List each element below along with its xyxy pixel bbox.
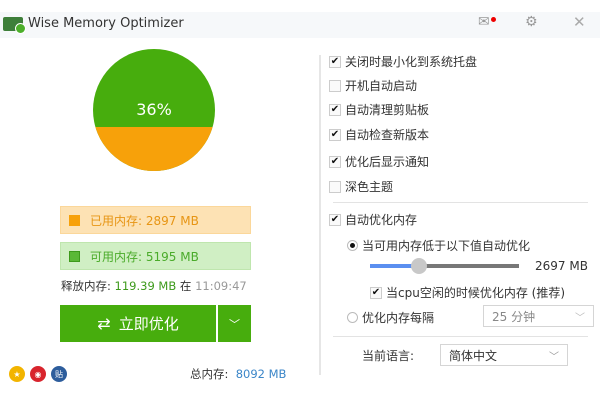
notification-dot [491,17,496,22]
cpu-idle-label: 当cpu空闲的时候优化内存 (推荐) [386,286,565,300]
app-logo-icon [3,17,26,34]
setting-label: 自动检查新版本 [345,128,430,142]
release-label: 释放内存: [61,279,111,293]
total-memory: 总内存: 8092 MB [190,366,286,382]
used-memory-legend: 已用内存: 2897 MB [60,206,251,234]
setting-checkbox-3[interactable]: ✔ 自动检查新版本 [329,126,429,143]
setting-label: 关闭时最小化到系统托盘 [345,55,478,69]
slider-fill [370,264,420,268]
setting-checkbox-5[interactable]: 深色主题 [329,178,393,195]
release-at: 在 [179,279,192,293]
language-label: 当前语言: [362,349,415,363]
interval-value: 25 分钟 [492,309,536,324]
panel-divider [319,55,321,375]
shuffle-icon: ⇄ [97,314,111,333]
threshold-radio[interactable]: 当可用内存低于以下值自动优化 [347,237,530,254]
interval-select[interactable]: 25 分钟 ﹀ [483,305,594,327]
interval-radio-label: 优化内存每隔 [362,311,435,325]
total-label: 总内存: [190,367,229,381]
title-bar [0,12,600,38]
checkbox[interactable]: ✔ [329,55,341,68]
checkbox[interactable]: ✔ [370,286,382,299]
free-swatch [69,250,80,262]
app-title: Wise Memory Optimizer [28,16,184,31]
auto-optimize-label: 自动优化内存 [345,213,418,227]
used-fill [93,127,215,171]
setting-label: 自动清理剪贴板 [345,103,430,117]
radio[interactable] [347,312,358,323]
divider [333,336,588,337]
checkbox[interactable]: ✔ [329,155,341,168]
gear-icon[interactable]: ⚙ [525,14,538,30]
setting-checkbox-2[interactable]: ✔ 自动清理剪贴板 [329,101,429,118]
chevron-down-icon: ﹀ [575,312,585,324]
setting-label: 优化后显示通知 [345,155,430,169]
language-value: 简体中文 [449,348,498,363]
setting-checkbox-0[interactable]: ✔ 关闭时最小化到系统托盘 [329,53,477,70]
gauge-percent: 36% [136,100,172,119]
release-amount: 119.39 MB [114,279,177,293]
checkbox[interactable]: ✔ [329,213,341,226]
close-icon[interactable]: ✕ [573,13,586,31]
checkbox[interactable]: ✔ [329,128,341,141]
checkbox[interactable]: ✔ [329,103,341,116]
radio[interactable] [347,240,358,251]
tieba-icon[interactable]: 贴 [51,366,67,382]
chevron-down-icon: ﹀ [229,317,240,331]
divider [333,202,588,203]
optimize-now-button[interactable]: ⇄ 立即优化 [60,305,216,342]
threshold-value: 2697 MB [535,259,588,273]
used-memory-text: 已用内存: 2897 MB [90,213,199,228]
checkbox[interactable] [329,180,341,193]
used-swatch [69,214,80,226]
setting-checkbox-1[interactable]: 开机自动启动 [329,77,417,94]
checkbox[interactable] [329,79,341,92]
chevron-down-icon: ﹀ [549,351,559,363]
cpu-idle-checkbox[interactable]: ✔ 当cpu空闲的时候优化内存 (推荐) [370,284,565,301]
release-time: 11:09:47 [195,279,247,293]
free-memory-text: 可用内存: 5195 MB [90,249,199,264]
mail-icon[interactable]: ✉ [478,14,490,30]
threshold-radio-label: 当可用内存低于以下值自动优化 [362,239,531,253]
slider-thumb[interactable] [411,258,428,274]
weibo-icon[interactable]: ◉ [30,366,46,382]
threshold-slider[interactable] [370,264,519,268]
memory-gauge [93,49,215,171]
setting-label: 深色主题 [345,180,394,194]
interval-radio[interactable]: 优化内存每隔 [347,309,434,326]
language-select[interactable]: 简体中文 ﹀ [440,344,568,366]
release-info: 释放内存: 119.39 MB 在 11:09:47 [61,278,247,294]
optimize-label: 立即优化 [118,315,179,333]
setting-checkbox-4[interactable]: ✔ 优化后显示通知 [329,153,429,170]
star-rate-icon[interactable]: ★ [9,366,25,382]
optimize-dropdown-button[interactable]: ﹀ [218,305,251,342]
auto-optimize-checkbox[interactable]: ✔ 自动优化内存 [329,211,417,228]
setting-label: 开机自动启动 [345,79,418,93]
total-value: 8092 MB [235,367,287,381]
free-memory-legend: 可用内存: 5195 MB [60,242,251,270]
